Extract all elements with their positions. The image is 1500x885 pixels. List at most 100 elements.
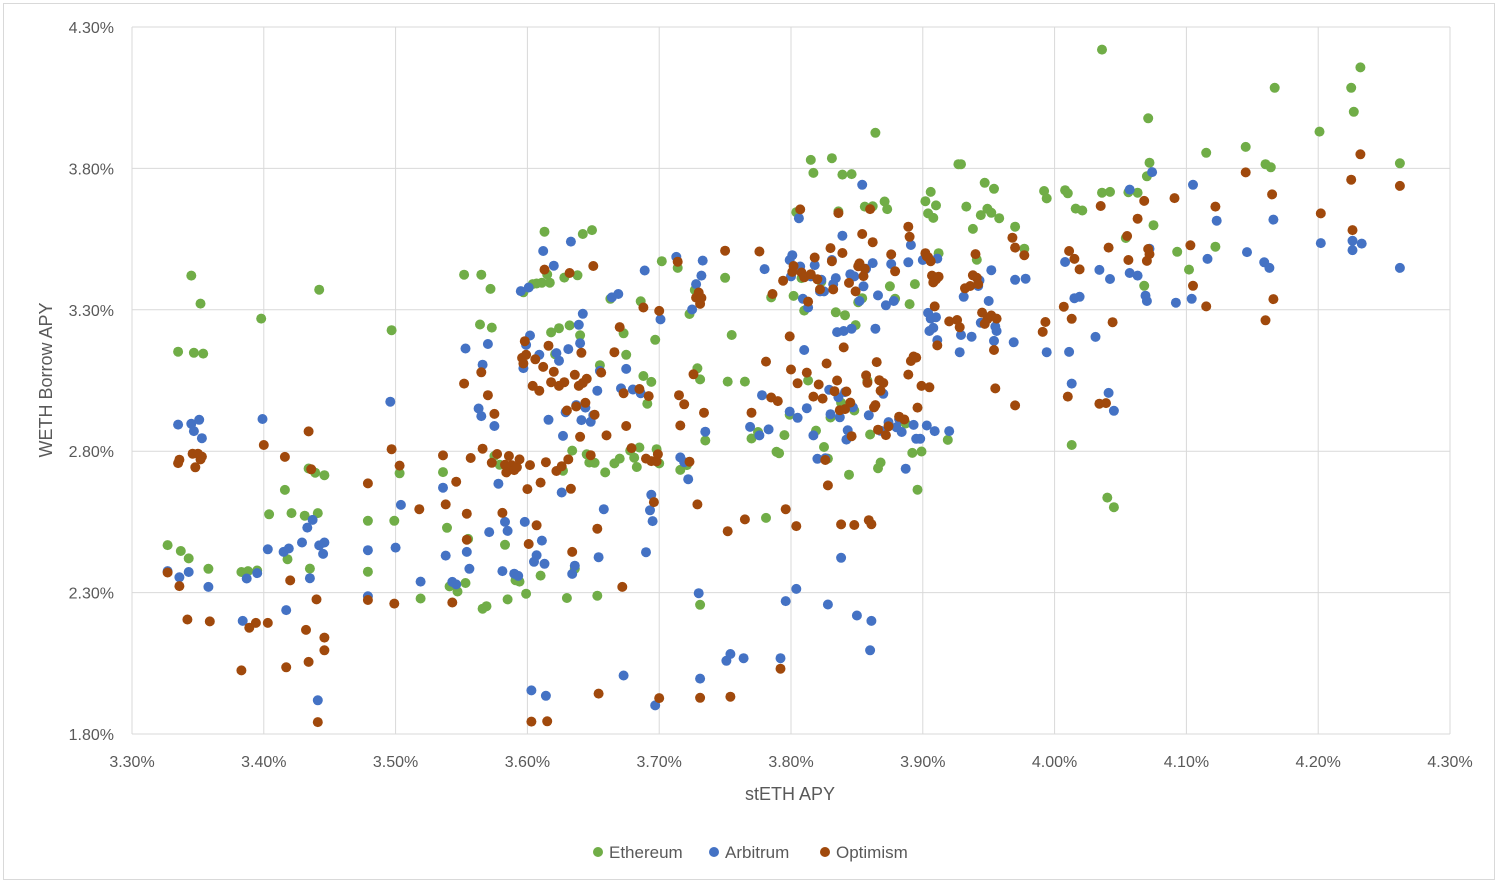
optimism-point bbox=[534, 385, 545, 396]
optimism-point bbox=[870, 400, 881, 411]
optimism-point bbox=[844, 277, 854, 288]
arbitrum-point bbox=[513, 570, 524, 581]
arbitrum-point bbox=[1124, 184, 1135, 195]
optimism-point bbox=[648, 497, 659, 508]
optimism-point bbox=[482, 390, 493, 401]
optimism-point bbox=[503, 451, 514, 461]
optimism-point bbox=[722, 526, 733, 537]
legend-item-ethereum: Ethereum bbox=[593, 843, 683, 862]
optimism-point bbox=[866, 519, 877, 530]
arbitrum-point bbox=[543, 414, 554, 425]
optimism-point bbox=[501, 467, 512, 478]
optimism-point bbox=[1010, 242, 1021, 253]
arbitrum-point bbox=[830, 273, 841, 284]
optimism-point bbox=[808, 391, 819, 402]
ethereum-point bbox=[1269, 82, 1280, 93]
ethereum-point bbox=[589, 457, 600, 468]
optimism-point bbox=[813, 379, 824, 390]
ethereum-point bbox=[1105, 186, 1115, 197]
ethereum-point bbox=[539, 226, 550, 237]
optimism-point bbox=[312, 717, 323, 728]
arbitrum-point bbox=[966, 331, 977, 342]
arbitrum-point bbox=[618, 670, 629, 681]
optimism-point bbox=[867, 237, 878, 248]
arbitrum-point bbox=[858, 281, 869, 292]
ethereum-point bbox=[394, 468, 405, 479]
arbitrum-point bbox=[1147, 167, 1158, 178]
optimism-point bbox=[924, 382, 935, 393]
y-tick-label: 2.80% bbox=[69, 444, 114, 461]
optimism-point bbox=[775, 663, 786, 674]
arbitrum-point bbox=[986, 265, 997, 276]
arbitrum-point bbox=[700, 426, 711, 437]
optimism-point bbox=[837, 248, 848, 258]
arbitrum-point bbox=[903, 257, 914, 268]
ethereum-point bbox=[173, 346, 184, 357]
arbitrum-point bbox=[540, 690, 551, 701]
optimism-point bbox=[739, 514, 750, 525]
arbitrum-point bbox=[865, 645, 876, 656]
arbitrum-point bbox=[551, 348, 562, 359]
arbitrum-point bbox=[519, 516, 530, 527]
optimism-point bbox=[1185, 240, 1196, 251]
ethereum-point bbox=[650, 334, 661, 345]
optimism-point bbox=[692, 499, 703, 510]
optimism-point bbox=[526, 716, 537, 727]
arbitrum-point bbox=[592, 385, 603, 396]
optimism-point bbox=[414, 504, 425, 515]
optimism-point bbox=[1260, 315, 1271, 326]
optimism-point bbox=[174, 581, 185, 592]
optimism-point bbox=[838, 342, 849, 353]
ethereum-point bbox=[475, 319, 485, 330]
optimism-point bbox=[522, 484, 533, 495]
y-tick-label: 3.80% bbox=[69, 161, 114, 178]
optimism-point bbox=[638, 302, 649, 313]
optimism-point bbox=[1346, 174, 1357, 185]
ethereum-point bbox=[956, 159, 966, 170]
ethereum-point bbox=[1201, 147, 1212, 158]
arbitrum-point bbox=[888, 296, 899, 306]
x-axis-ticks: 3.30% 3.40% 3.50% 3.60% 3.70% 3.80% 3.90% 4.00%… bbox=[109, 754, 1472, 771]
arbitrum-point bbox=[460, 343, 471, 354]
ethereum-point bbox=[720, 272, 731, 283]
optimism-point bbox=[581, 373, 592, 384]
ethereum-point bbox=[1102, 492, 1113, 503]
optimism-point bbox=[525, 460, 535, 471]
optimism-point bbox=[890, 266, 901, 277]
arbitrum-point bbox=[857, 179, 868, 190]
optimism-point bbox=[438, 450, 448, 461]
optimism-point bbox=[461, 534, 472, 545]
arbitrum-point bbox=[931, 312, 941, 323]
optimism-point bbox=[845, 397, 856, 408]
arbitrum-point bbox=[1242, 247, 1252, 258]
ethereum-point bbox=[819, 442, 829, 452]
optimism-point bbox=[861, 370, 872, 381]
arbitrum-point bbox=[395, 499, 406, 510]
arbitrum-point bbox=[183, 567, 194, 577]
arbitrum-point bbox=[799, 345, 810, 355]
arbitrum-point bbox=[1202, 253, 1213, 264]
ethereum-point bbox=[803, 375, 814, 386]
arbitrum-point bbox=[461, 546, 472, 557]
ethereum-point bbox=[986, 207, 997, 218]
ethereum-point bbox=[502, 594, 513, 605]
arbitrum-point bbox=[641, 547, 651, 558]
arbitrum-point bbox=[754, 430, 765, 441]
optimism-point bbox=[576, 347, 587, 358]
arbitrum-point bbox=[1264, 262, 1275, 273]
ethereum-point bbox=[1148, 220, 1159, 231]
arbitrum-point bbox=[1103, 387, 1114, 398]
x-tick-label: 4.10% bbox=[1164, 754, 1209, 771]
optimism-point bbox=[465, 453, 476, 463]
arbitrum-point bbox=[791, 583, 802, 594]
optimism-point bbox=[832, 375, 843, 386]
arbitrum-point bbox=[390, 542, 401, 553]
arbitrum-point bbox=[538, 246, 549, 256]
ethereum-point bbox=[629, 452, 640, 463]
series-ethereum bbox=[162, 44, 1405, 614]
optimism-point bbox=[548, 366, 559, 377]
optimism-point bbox=[1101, 398, 1111, 409]
arbitrum-point bbox=[558, 430, 568, 441]
arbitrum-point bbox=[539, 558, 550, 569]
legend-marker-icon bbox=[820, 847, 830, 857]
